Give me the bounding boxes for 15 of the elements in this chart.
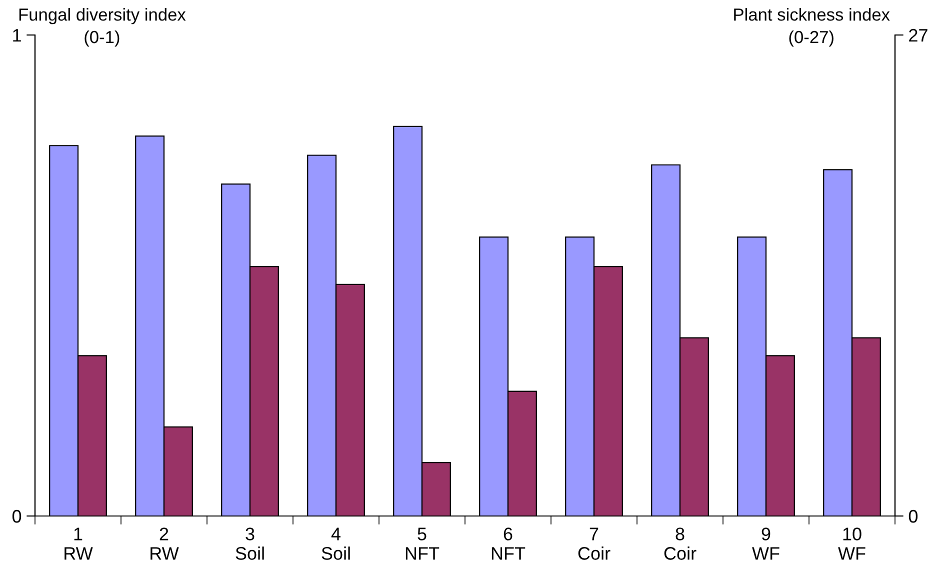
y2-tick-label: 27 [909,28,928,42]
x-tick-label: 10 WF [838,528,866,560]
x-tick-label: 7 Coir [578,528,610,560]
x-tick-label: 6 NFT [492,528,526,560]
x-tick-label: 5 NFT [406,528,440,560]
y2-tick-label: 0 [908,510,918,523]
x-tick-label: 9 WF [752,528,780,560]
x-tick-label: 2 RW [150,528,179,560]
x-tick-label: 3 Soil [236,528,264,560]
x-tick-label: 4 Soil [322,528,350,560]
x-tick-label: 8 Coir [664,528,696,560]
x-tick-label: 1 RW [64,528,93,560]
y2-axis-title: Plant sickness index (0-27) [734,8,890,47]
y-tick-label: 1 [13,29,21,42]
y-axis-title: Fungal diversity index (0-1) [19,8,186,47]
